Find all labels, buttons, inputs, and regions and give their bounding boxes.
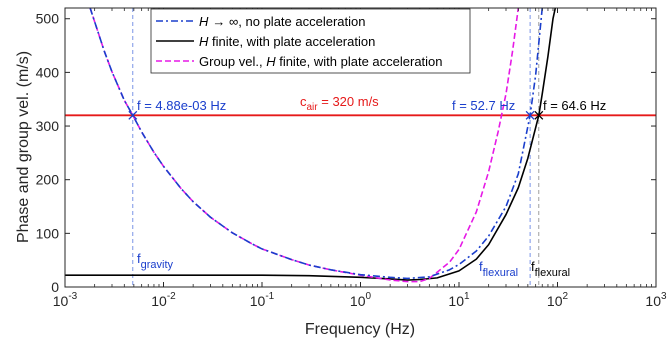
legend-label-finite-plate-rest: finite, with plate acceleration <box>208 34 375 49</box>
legend-label-finite-plate: H finite, with plate acceleration <box>199 34 375 49</box>
reference-line-label-rest: = 320 m/s <box>318 94 380 109</box>
y-tick-label-3: 300 <box>36 118 60 134</box>
legend-label-finite-plate-h: H <box>199 34 209 49</box>
legend-label-no-plate: H → ∞, no plate acceleration <box>199 14 365 29</box>
x-tick-label-exp-4: 1 <box>464 291 470 302</box>
legend-label-group-velocity-h: H <box>266 54 276 69</box>
x-axis-ticks: 10-3 10-2 10-1 100 101 102 103 <box>53 8 667 309</box>
x-tick-label-base-0: 10 <box>53 293 69 309</box>
legend-label-no-plate-arrow: → ∞ <box>212 14 238 29</box>
legend-label-no-plate-h: H <box>199 14 209 29</box>
x-tick-label-base-4: 10 <box>448 293 464 309</box>
y-tick-label-5: 500 <box>36 11 60 27</box>
x-tick-label-0: 10-3 <box>53 291 78 309</box>
annotation-f-gravity-crossing: f = 4.88e-03 Hz <box>137 98 226 113</box>
y-tick-label-4: 400 <box>36 64 60 80</box>
y-tick-label-1: 100 <box>36 225 60 241</box>
x-axis-label: Frequency (Hz) <box>305 321 415 338</box>
annotation-f-flexural-crossing-black: f = 64.6 Hz <box>543 98 606 113</box>
x-tick-label-exp-1: -2 <box>167 291 176 302</box>
label-f-gravity: fgravity <box>137 251 174 271</box>
crossing-frequency-guides <box>132 8 540 287</box>
crossing-marker-2 <box>534 110 544 120</box>
x-tick-label-5: 102 <box>547 291 569 309</box>
series-line-0 <box>89 8 544 280</box>
x-tick-label-exp-3: 0 <box>366 291 372 302</box>
label-f-flexural-black-sub: flexural <box>535 267 570 279</box>
x-tick-label-4: 101 <box>448 291 470 309</box>
y-tick-label-2: 200 <box>36 172 60 188</box>
series-group <box>65 8 557 283</box>
x-tick-label-exp-5: 2 <box>563 291 569 302</box>
label-f-flexural-blue-main: f <box>479 259 483 274</box>
x-tick-label-base-5: 10 <box>547 293 563 309</box>
legend-box <box>150 8 471 74</box>
x-tick-label-exp-0: -3 <box>68 291 77 302</box>
crossing-marker-0 <box>128 110 138 120</box>
crossing-markers <box>128 110 544 120</box>
legend-label-group-velocity-rest: finite, with plate acceleration <box>276 54 443 69</box>
label-f-flexural-blue: fflexural <box>479 259 518 279</box>
label-f-flexural-black-main: f <box>531 259 535 274</box>
x-tick-label-1: 10-2 <box>151 291 176 309</box>
x-tick-label-exp-2: -1 <box>265 291 274 302</box>
x-tick-label-base-3: 10 <box>350 293 366 309</box>
reference-line-label-main: c <box>300 94 307 109</box>
x-tick-label-6: 103 <box>645 291 667 309</box>
x-tick-label-base-6: 10 <box>645 293 661 309</box>
label-f-flexural-blue-sub: flexural <box>483 267 518 279</box>
label-f-gravity-sub: gravity <box>141 259 174 271</box>
legend: H → ∞, no plate acceleration H finite, wi… <box>150 8 471 74</box>
x-tick-label-exp-6: 3 <box>661 291 667 302</box>
annotation-f-flexural-crossing-blue: f = 52.7 Hz <box>452 98 515 113</box>
x-tick-label-3: 100 <box>350 291 372 309</box>
x-tick-label-base-1: 10 <box>151 293 167 309</box>
crossing-marker-1 <box>525 110 535 120</box>
label-f-gravity-main: f <box>137 251 141 266</box>
y-axis-label: Phase and group vel. (m/s) <box>15 51 32 243</box>
x-tick-label-base-2: 10 <box>250 293 266 309</box>
legend-label-group-velocity: Group vel., H finite, with plate acceler… <box>199 54 443 69</box>
reference-line-label-sub: air <box>307 102 319 113</box>
series-line-1 <box>65 8 557 281</box>
y-axis-ticks: 0 100 200 300 400 500 <box>36 11 656 295</box>
legend-label-group-velocity-prefix: Group vel., <box>199 54 266 69</box>
x-tick-label-2: 10-1 <box>250 291 275 309</box>
label-f-flexural-black: fflexural <box>531 259 570 279</box>
y-tick-label-0: 0 <box>51 279 59 295</box>
legend-label-no-plate-rest: , no plate acceleration <box>238 14 365 29</box>
reference-line-label: cair = 320 m/s <box>300 94 379 113</box>
